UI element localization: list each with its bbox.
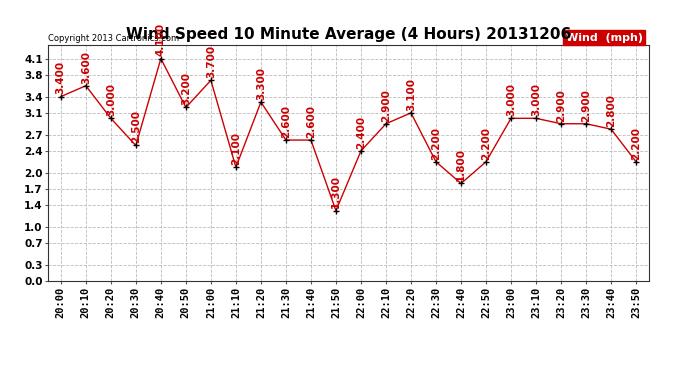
Text: 3.100: 3.100 <box>406 78 416 111</box>
Text: 2.900: 2.900 <box>581 89 591 122</box>
Text: Wind  (mph): Wind (mph) <box>566 33 642 43</box>
Text: Copyright 2013 Cartronics.com: Copyright 2013 Cartronics.com <box>48 34 179 43</box>
Text: 3.200: 3.200 <box>181 72 191 105</box>
Text: 1.300: 1.300 <box>331 176 341 208</box>
Text: 2.400: 2.400 <box>356 116 366 149</box>
Text: 2.600: 2.600 <box>281 105 291 138</box>
Text: 3.000: 3.000 <box>506 83 516 116</box>
Text: 2.200: 2.200 <box>481 127 491 160</box>
Text: 3.000: 3.000 <box>531 83 541 116</box>
Text: 2.900: 2.900 <box>381 89 391 122</box>
Text: 2.100: 2.100 <box>231 132 241 165</box>
Text: 2.900: 2.900 <box>556 89 566 122</box>
Text: 3.700: 3.700 <box>206 45 216 78</box>
Text: 3.300: 3.300 <box>256 67 266 100</box>
Text: 2.800: 2.800 <box>606 94 616 127</box>
Text: 2.500: 2.500 <box>131 110 141 143</box>
Title: Wind Speed 10 Minute Average (4 Hours) 20131206: Wind Speed 10 Minute Average (4 Hours) 2… <box>126 27 571 42</box>
Text: 4.100: 4.100 <box>156 23 166 56</box>
Text: 3.600: 3.600 <box>81 51 91 84</box>
Text: 2.600: 2.600 <box>306 105 316 138</box>
Text: 3.000: 3.000 <box>106 83 116 116</box>
Text: 2.200: 2.200 <box>431 127 441 160</box>
Text: 2.200: 2.200 <box>631 127 641 160</box>
Text: 3.400: 3.400 <box>56 61 66 94</box>
Text: 1.800: 1.800 <box>456 148 466 182</box>
